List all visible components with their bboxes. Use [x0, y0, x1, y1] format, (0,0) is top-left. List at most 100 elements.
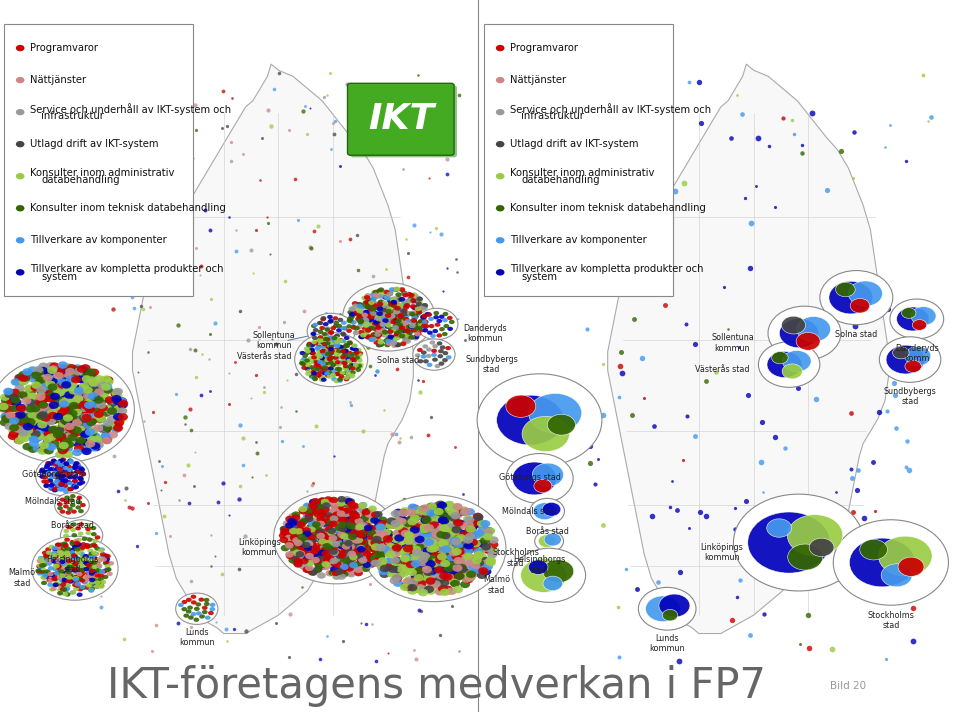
Circle shape	[36, 394, 47, 402]
Circle shape	[31, 431, 41, 439]
Circle shape	[330, 362, 336, 367]
Circle shape	[341, 326, 347, 330]
Circle shape	[91, 393, 101, 401]
Circle shape	[74, 544, 80, 549]
Circle shape	[351, 366, 357, 370]
Circle shape	[60, 567, 65, 572]
Circle shape	[40, 570, 46, 575]
Circle shape	[374, 304, 381, 309]
Circle shape	[372, 293, 379, 298]
Circle shape	[344, 367, 349, 372]
Circle shape	[662, 609, 678, 621]
Circle shape	[309, 553, 318, 560]
Circle shape	[112, 392, 123, 399]
Point	[738, 496, 754, 507]
Circle shape	[365, 555, 374, 562]
Circle shape	[65, 570, 71, 575]
Point	[612, 651, 627, 663]
Circle shape	[443, 568, 452, 575]
Circle shape	[408, 503, 418, 511]
Point	[361, 526, 376, 538]
Circle shape	[73, 570, 79, 575]
Circle shape	[289, 528, 298, 534]
Circle shape	[417, 296, 423, 301]
Circle shape	[62, 587, 68, 592]
Circle shape	[314, 558, 323, 565]
Circle shape	[413, 521, 423, 529]
Circle shape	[316, 557, 325, 564]
Circle shape	[879, 337, 941, 382]
Point	[222, 211, 237, 223]
Circle shape	[64, 392, 74, 399]
Point	[204, 293, 219, 304]
Circle shape	[56, 413, 66, 420]
Circle shape	[60, 474, 66, 478]
Circle shape	[325, 514, 334, 520]
Circle shape	[301, 362, 307, 366]
Circle shape	[384, 296, 391, 301]
Circle shape	[358, 510, 367, 516]
Circle shape	[391, 310, 396, 315]
Circle shape	[381, 529, 391, 536]
Circle shape	[15, 237, 24, 244]
Circle shape	[429, 554, 439, 562]
Circle shape	[48, 377, 58, 385]
Circle shape	[284, 540, 293, 546]
Circle shape	[67, 468, 73, 472]
Point	[304, 479, 320, 491]
Circle shape	[312, 545, 321, 551]
Circle shape	[386, 518, 396, 525]
Circle shape	[49, 552, 55, 557]
Circle shape	[54, 372, 63, 379]
Circle shape	[69, 550, 75, 555]
Circle shape	[477, 374, 602, 466]
Circle shape	[57, 567, 62, 572]
Circle shape	[84, 566, 90, 570]
Circle shape	[327, 530, 336, 536]
Circle shape	[309, 552, 318, 558]
Circle shape	[295, 525, 303, 531]
Circle shape	[49, 572, 55, 577]
Circle shape	[396, 323, 403, 328]
Point	[612, 360, 628, 372]
Circle shape	[373, 313, 380, 317]
Circle shape	[421, 303, 428, 308]
Circle shape	[62, 390, 73, 398]
Circle shape	[372, 333, 378, 337]
Point	[790, 382, 805, 394]
Circle shape	[354, 537, 363, 543]
Circle shape	[313, 523, 322, 530]
Circle shape	[444, 506, 454, 514]
Circle shape	[415, 586, 425, 594]
Circle shape	[79, 558, 84, 563]
Point	[614, 367, 630, 379]
Circle shape	[310, 550, 319, 556]
Point	[871, 407, 886, 418]
Circle shape	[81, 472, 86, 476]
Circle shape	[392, 543, 402, 551]
Circle shape	[411, 305, 418, 310]
Circle shape	[317, 533, 325, 539]
Point	[444, 601, 460, 612]
Circle shape	[388, 565, 397, 573]
Circle shape	[58, 585, 64, 589]
Circle shape	[423, 570, 434, 577]
Point	[761, 141, 777, 152]
Circle shape	[391, 300, 397, 305]
Circle shape	[430, 521, 440, 528]
Circle shape	[340, 339, 346, 343]
Circle shape	[391, 536, 400, 544]
Circle shape	[477, 520, 487, 527]
Circle shape	[306, 560, 315, 566]
Circle shape	[373, 513, 382, 520]
Circle shape	[446, 587, 457, 595]
Circle shape	[410, 299, 417, 303]
Circle shape	[401, 308, 408, 313]
Circle shape	[76, 560, 83, 565]
Circle shape	[86, 570, 92, 575]
Circle shape	[406, 298, 413, 303]
Circle shape	[89, 586, 95, 591]
Circle shape	[418, 323, 424, 328]
Circle shape	[371, 542, 379, 549]
Circle shape	[415, 538, 425, 545]
